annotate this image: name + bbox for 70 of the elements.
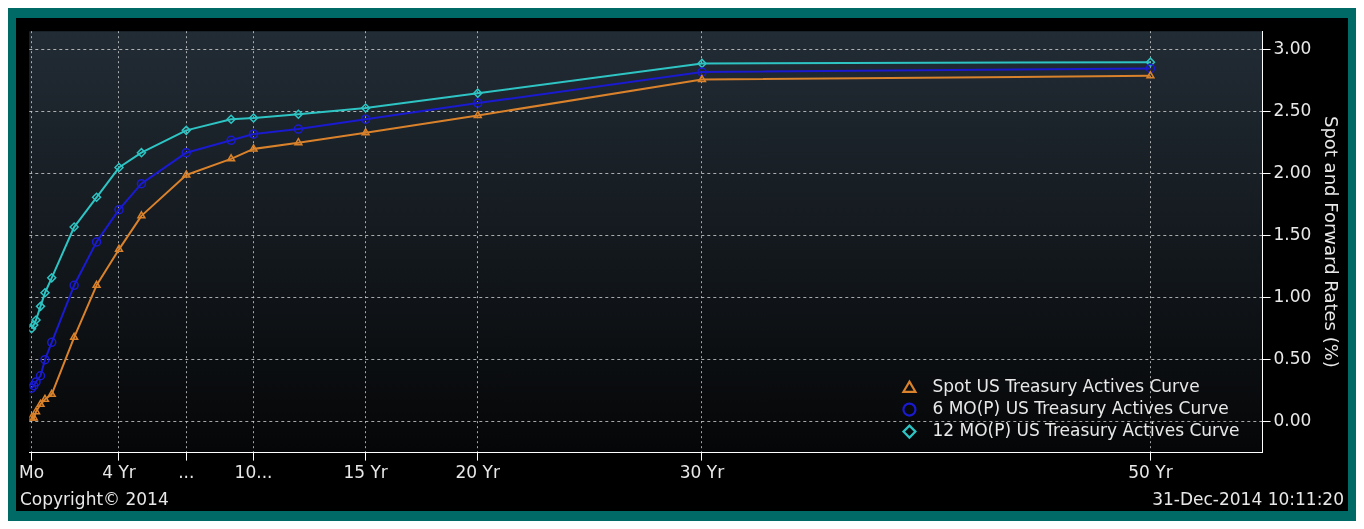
point <box>181 147 192 158</box>
point <box>114 162 124 173</box>
point <box>136 178 147 189</box>
point <box>136 147 147 158</box>
x-tick-label: Mo <box>19 462 45 483</box>
legend-label: 12 MO(P) US Treasury Actives Curve <box>932 420 1240 441</box>
point <box>226 154 236 162</box>
point <box>226 135 236 146</box>
point <box>293 109 304 119</box>
point <box>1146 71 1155 79</box>
point <box>697 74 707 83</box>
point <box>35 301 46 312</box>
point <box>248 113 259 123</box>
point <box>1145 57 1156 67</box>
legend-label: Spot US Treasury Actives Curve <box>932 376 1200 397</box>
y-tick-label: 2.50 <box>1273 100 1312 121</box>
point <box>92 280 101 289</box>
x-tick-label: 15 Yr <box>343 462 388 483</box>
point <box>69 332 79 341</box>
point <box>69 222 79 232</box>
y-tick-label: 1.50 <box>1273 224 1312 245</box>
y-tick-label: 0.00 <box>1273 410 1312 431</box>
point <box>31 377 41 387</box>
point <box>69 280 79 291</box>
point <box>47 389 56 398</box>
point <box>226 114 236 124</box>
point <box>361 128 370 136</box>
y-tick-label: 3.00 <box>1273 38 1312 59</box>
x-tick-label: ... <box>178 462 195 483</box>
point <box>35 371 46 381</box>
point <box>114 244 124 253</box>
point <box>36 399 45 408</box>
point <box>114 204 124 215</box>
point <box>697 58 707 69</box>
text: 31-Dec-2014 10:11:20 <box>1152 488 1344 509</box>
point <box>360 114 371 124</box>
point <box>249 144 258 152</box>
point <box>473 110 482 119</box>
x-tick-label: 10... <box>234 462 273 483</box>
text: Copyright© 2014 <box>20 488 169 509</box>
point <box>31 315 41 325</box>
y-tick-label: 0.50 <box>1273 348 1312 369</box>
point <box>248 129 259 139</box>
point <box>1145 63 1156 74</box>
x-tick-label: 30 Yr <box>679 462 725 483</box>
y-tick-label: 2.00 <box>1273 162 1312 183</box>
point <box>473 98 483 108</box>
y-axis-title: Spot and Forward Rates (%) <box>1320 115 1342 368</box>
point <box>473 88 483 98</box>
point <box>697 67 707 77</box>
x-tick-label: 20 Yr <box>455 462 500 483</box>
point <box>46 273 57 283</box>
point <box>293 124 304 134</box>
point <box>137 211 146 219</box>
point <box>182 170 191 178</box>
point <box>91 237 102 247</box>
point <box>29 320 39 330</box>
point <box>91 192 102 203</box>
point <box>294 138 303 146</box>
x-tick-label: 4 Yr <box>102 462 136 483</box>
x-tick-label: 50 Yr <box>1128 462 1173 483</box>
point <box>40 287 50 298</box>
point <box>46 337 57 348</box>
y-tick-label: 1.00 <box>1273 286 1312 307</box>
point <box>40 394 50 403</box>
point <box>40 354 50 365</box>
point <box>31 406 41 415</box>
point <box>181 125 192 136</box>
legend-label: 6 MO(P) US Treasury Actives Curve <box>932 398 1229 419</box>
point <box>360 103 371 113</box>
